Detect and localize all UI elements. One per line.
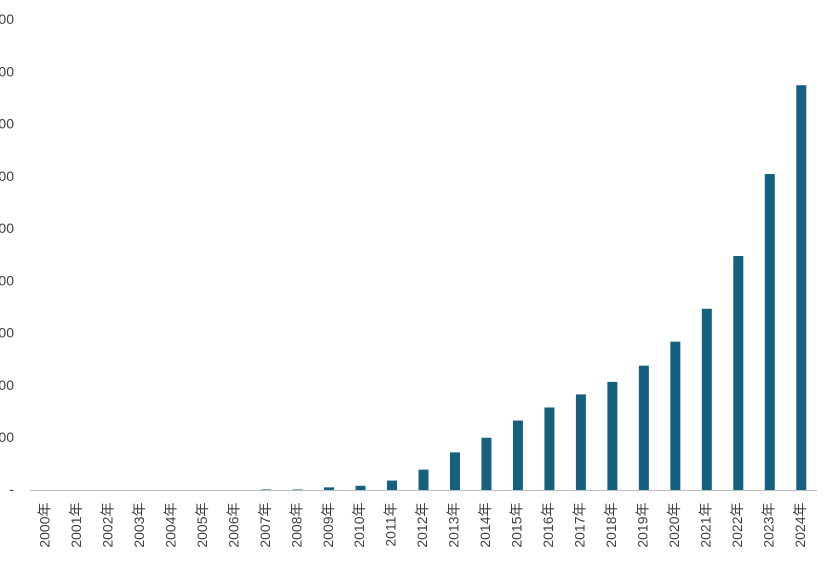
x-tick-label: 2018年 (603, 503, 619, 548)
x-tick-label: 2000年 (36, 503, 52, 548)
bar (638, 365, 649, 491)
bar (670, 341, 681, 491)
x-tick-label: 2013年 (446, 503, 462, 548)
x-tick-label: 2014年 (477, 503, 493, 548)
x-tick-label: 2011年 (383, 503, 399, 547)
x-tick-label: 2001年 (68, 503, 84, 548)
x-tick-label: 2008年 (288, 503, 304, 548)
bar (481, 437, 492, 491)
y-tick-label: 300 (0, 325, 14, 341)
x-tick-label: 2010年 (351, 503, 367, 548)
x-tick-label: 2020年 (666, 503, 682, 548)
x-tick-label: 2021年 (698, 503, 714, 548)
y-tick-label: 700 (0, 116, 14, 132)
x-tick-label: 2012年 (414, 503, 430, 548)
y-tick-label: 900 (0, 11, 14, 27)
bar (418, 469, 429, 491)
bar (575, 394, 586, 491)
x-tick-label: 2007年 (257, 503, 273, 548)
x-tick-label: 2019年 (635, 503, 651, 548)
bar (796, 85, 807, 491)
y-tick-label: 500 (0, 220, 14, 236)
bar (701, 308, 712, 491)
x-tick-label: 2024年 (792, 503, 808, 548)
bar (355, 485, 366, 491)
x-tick-label: 2015年 (509, 503, 525, 548)
y-tick-label: 600 (0, 168, 14, 184)
x-tick-label: 2004年 (162, 503, 178, 548)
x-tick-label: 2017年 (572, 503, 588, 548)
y-tick-label: 400 (0, 272, 14, 288)
y-tick-label: 100 (0, 429, 14, 445)
x-tick-label: 2006年 (225, 503, 241, 548)
bar (764, 174, 775, 491)
x-tick-label: 2005年 (194, 503, 210, 548)
bar (261, 489, 272, 491)
bar (449, 452, 460, 491)
bar (512, 420, 523, 491)
y-tick-label: 200 (0, 377, 14, 393)
x-tick-label: 2016年 (540, 503, 556, 548)
bar (387, 480, 398, 491)
bar (292, 489, 303, 491)
x-tick-label: 2022年 (729, 503, 745, 548)
x-tick-label: 2003年 (131, 503, 147, 548)
bar (324, 487, 335, 491)
x-tick-label: 2023年 (760, 503, 776, 548)
x-tick-label: 2002年 (99, 503, 115, 548)
y-tick-label: 800 (0, 63, 14, 79)
bar (544, 407, 555, 491)
bar (607, 381, 618, 491)
bar (733, 256, 744, 491)
y-tick-label: - (9, 481, 14, 497)
x-tick-label: 2009年 (320, 503, 336, 548)
